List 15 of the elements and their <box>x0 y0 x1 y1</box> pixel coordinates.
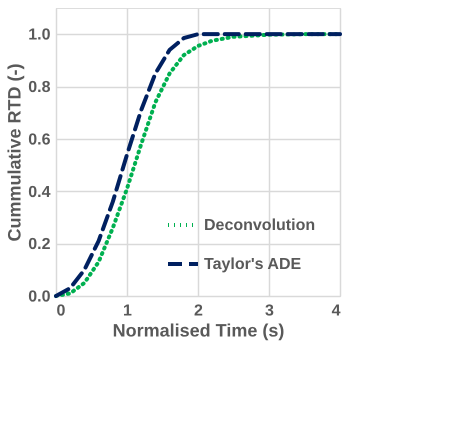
legend-label: Taylor's ADE <box>204 256 302 273</box>
legend-label: Deconvolution <box>204 217 316 234</box>
x-tick-label: 4 <box>332 302 341 320</box>
x-tick-label: 1 <box>123 302 132 320</box>
y-axis-title: Cummulative RTD (-) <box>4 63 24 242</box>
y-tick-label: 1.0 <box>28 26 51 44</box>
y-tick-label: 0.0 <box>28 288 51 306</box>
y-tick-label: 0.4 <box>28 184 51 201</box>
y-tick-label: 0.8 <box>28 79 51 96</box>
y-tick-label: 0.2 <box>28 236 51 254</box>
y-tick-label: 0.6 <box>28 131 51 148</box>
x-axis-title: Normalised Time (s) <box>112 320 284 340</box>
x-tick-label: 0 <box>56 302 66 320</box>
x-tick-label: 3 <box>265 302 274 320</box>
x-tick-label: 2 <box>194 302 204 320</box>
